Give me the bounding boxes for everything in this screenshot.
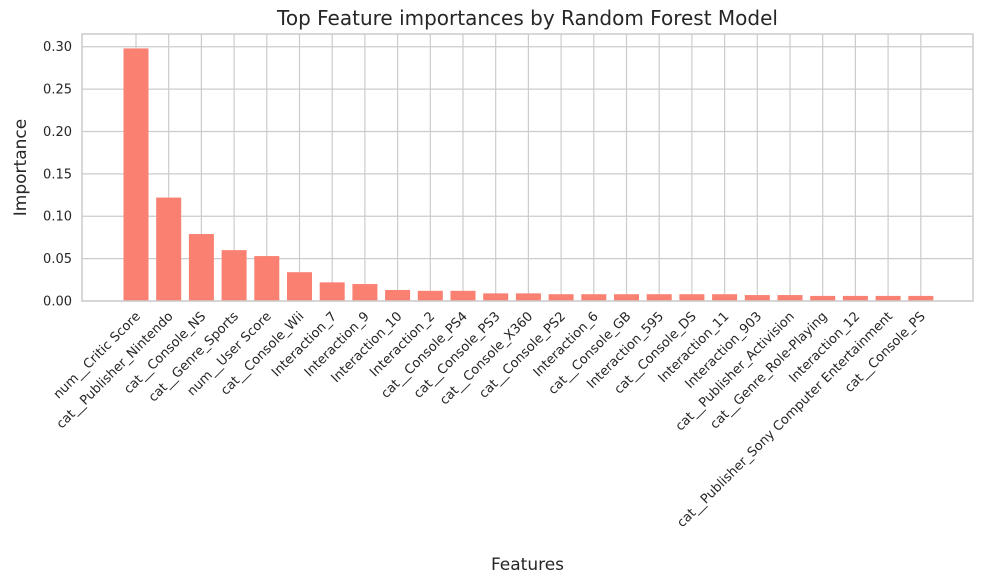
bar xyxy=(123,48,149,302)
bar xyxy=(875,295,901,301)
x-axis-title: Features xyxy=(491,555,564,575)
bar xyxy=(712,294,738,301)
bar xyxy=(188,234,214,301)
bar xyxy=(777,295,803,301)
grid-lines xyxy=(82,34,973,302)
bar xyxy=(483,293,509,301)
bar xyxy=(319,282,345,301)
bar xyxy=(581,294,607,301)
bar xyxy=(548,294,574,301)
y-tick-label: 0.25 xyxy=(43,83,72,98)
y-tick-label: 0.00 xyxy=(43,295,72,310)
bar xyxy=(646,294,672,301)
plot-frame xyxy=(81,33,974,302)
y-tick-label: 0.20 xyxy=(43,125,72,140)
bar xyxy=(156,197,182,301)
y-axis-title: Importance xyxy=(11,119,31,216)
bar xyxy=(352,284,378,301)
bar xyxy=(221,250,247,301)
bar xyxy=(908,295,934,301)
x-tick-labels: num__Critic Scorecat__Publisher_Nintendo… xyxy=(51,309,929,531)
bar xyxy=(385,289,411,301)
bar xyxy=(515,293,541,301)
y-tick-label: 0.30 xyxy=(43,40,72,55)
y-tick-label: 0.10 xyxy=(43,210,72,225)
bar xyxy=(744,295,770,301)
bar xyxy=(810,295,836,301)
chart-title: Top Feature importances by Random Forest… xyxy=(276,6,778,30)
bar xyxy=(679,294,705,301)
y-tick-label: 0.15 xyxy=(43,167,72,182)
y-tick-labels: 0.00 0.05 0.10 0.15 0.20 0.25 0.30 xyxy=(43,40,72,309)
bar xyxy=(842,295,868,301)
bar xyxy=(614,294,639,301)
bar xyxy=(287,272,312,301)
y-tick-label: 0.05 xyxy=(43,252,72,267)
bars xyxy=(123,48,934,302)
bar xyxy=(254,256,280,301)
bar xyxy=(417,290,443,301)
bar xyxy=(450,290,476,301)
